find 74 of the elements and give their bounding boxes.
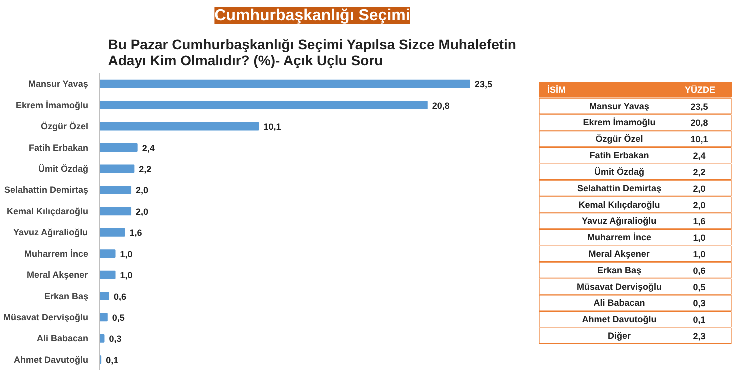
data-label: 0,1	[693, 315, 706, 326]
data-label: 2,0	[693, 200, 706, 210]
data-label: 1,0	[693, 233, 706, 244]
category-label: Erkan Baş	[597, 265, 642, 276]
data-label: 2,4	[142, 143, 155, 154]
data-label: 20,8	[690, 118, 708, 128]
bar	[100, 164, 135, 174]
category-label: Özgür Özel	[596, 134, 644, 144]
data-label: 23,5	[690, 102, 708, 112]
data-label: 2,4	[693, 151, 706, 162]
data-label: 2,0	[136, 186, 149, 196]
y-tick-label: Erkan Baş	[44, 291, 89, 302]
category-label: Ekrem İmamoğlu	[583, 118, 656, 128]
category-label: Mansur Yavaş	[589, 101, 650, 112]
category-label: Ümit Özdağ	[594, 166, 645, 177]
y-tick-label: Fatih Erbakan	[28, 142, 88, 153]
data-label: 10,1	[264, 122, 282, 132]
data-label: 20,8	[432, 100, 450, 111]
text: YÜZDE	[685, 84, 716, 95]
category-label: Ahmet Davutoğlu	[582, 314, 657, 325]
category-label: Kemal Kılıçdaroğlu	[578, 200, 660, 210]
category-label: Meral Akşener	[588, 248, 650, 259]
category-label: Müsavat Dervişoğlu	[576, 282, 662, 292]
category-label: Muharrem İnce	[587, 232, 652, 243]
bar	[100, 250, 116, 258]
y-tick-label: Özgür Özel	[40, 122, 89, 132]
chart-subtitle: Bu Pazar Cumhurbaşkanlığı Seçimi Yapılsa Sizce Muhalefetin Adayı Kim Olmalıdır? (%)- Açık Uçlu Soru	[108, 36, 516, 68]
data-label: 0,1	[106, 355, 119, 366]
text: İSİM	[548, 84, 566, 95]
y-tick-label: Ekrem İmamoğlu	[16, 100, 89, 110]
data-label: 1,0	[693, 249, 706, 260]
y-tick-label: Selahattin Demirtaş	[4, 185, 89, 196]
data-label: 0,5	[112, 312, 125, 323]
category-label: Fatih Erbakan	[590, 150, 650, 161]
y-tick-label: Ümit Özdağ	[38, 164, 89, 174]
y-tick-label: Yavuz Ağıralioğlu	[13, 228, 88, 238]
data-label: 0,6	[114, 292, 126, 302]
category-label: Ali Babacan	[594, 298, 646, 308]
data-label: 10,1	[690, 134, 708, 145]
data-label: 2,2	[693, 167, 706, 178]
y-tick-label: Kemal Kılıçdaroğlu	[6, 206, 89, 216]
bar	[100, 144, 138, 152]
bar	[100, 101, 428, 110]
category-label: Yavuz Ağıralioğlu	[582, 216, 657, 226]
data-label: 0,6	[693, 266, 706, 276]
bar	[100, 270, 116, 280]
bar	[100, 313, 108, 322]
data-label: 1,6	[693, 216, 706, 227]
category-label: Selahattin Demirtaş	[577, 183, 662, 194]
data-label: 2,0	[693, 184, 706, 194]
bar	[100, 292, 110, 300]
y-tick-label: Meral Akşener	[26, 270, 89, 280]
data-label: 0,3	[109, 334, 122, 344]
chart-title: Cumhurbaşkanlığı Seçimi	[214, 8, 410, 24]
bar	[100, 122, 260, 131]
y-tick-label: Müsavat Dervişoğlu	[3, 312, 89, 322]
bar	[100, 80, 470, 88]
data-label: 1,6	[130, 228, 142, 238]
bar	[100, 186, 132, 194]
y-tick-label: Mansur Yavaş	[28, 79, 88, 90]
y-tick-label: Ali Babacan	[36, 334, 89, 344]
data-label: 1,0	[120, 270, 133, 281]
data-label: 23,5	[474, 80, 492, 90]
data-label: 0,5	[693, 282, 706, 292]
data-label: 1,0	[120, 249, 133, 260]
bar	[100, 207, 132, 216]
y-tick-label: Muharrem İnce	[24, 248, 89, 259]
data-label: 2,0	[136, 206, 149, 217]
y-tick-label: Ahmet Davutoğlu	[14, 354, 89, 365]
bar	[100, 228, 126, 237]
data-label: 2,3	[693, 332, 706, 342]
data-label: 0,3	[693, 298, 706, 309]
category-label: Diğer	[608, 331, 632, 342]
data-label: 2,2	[139, 164, 152, 174]
